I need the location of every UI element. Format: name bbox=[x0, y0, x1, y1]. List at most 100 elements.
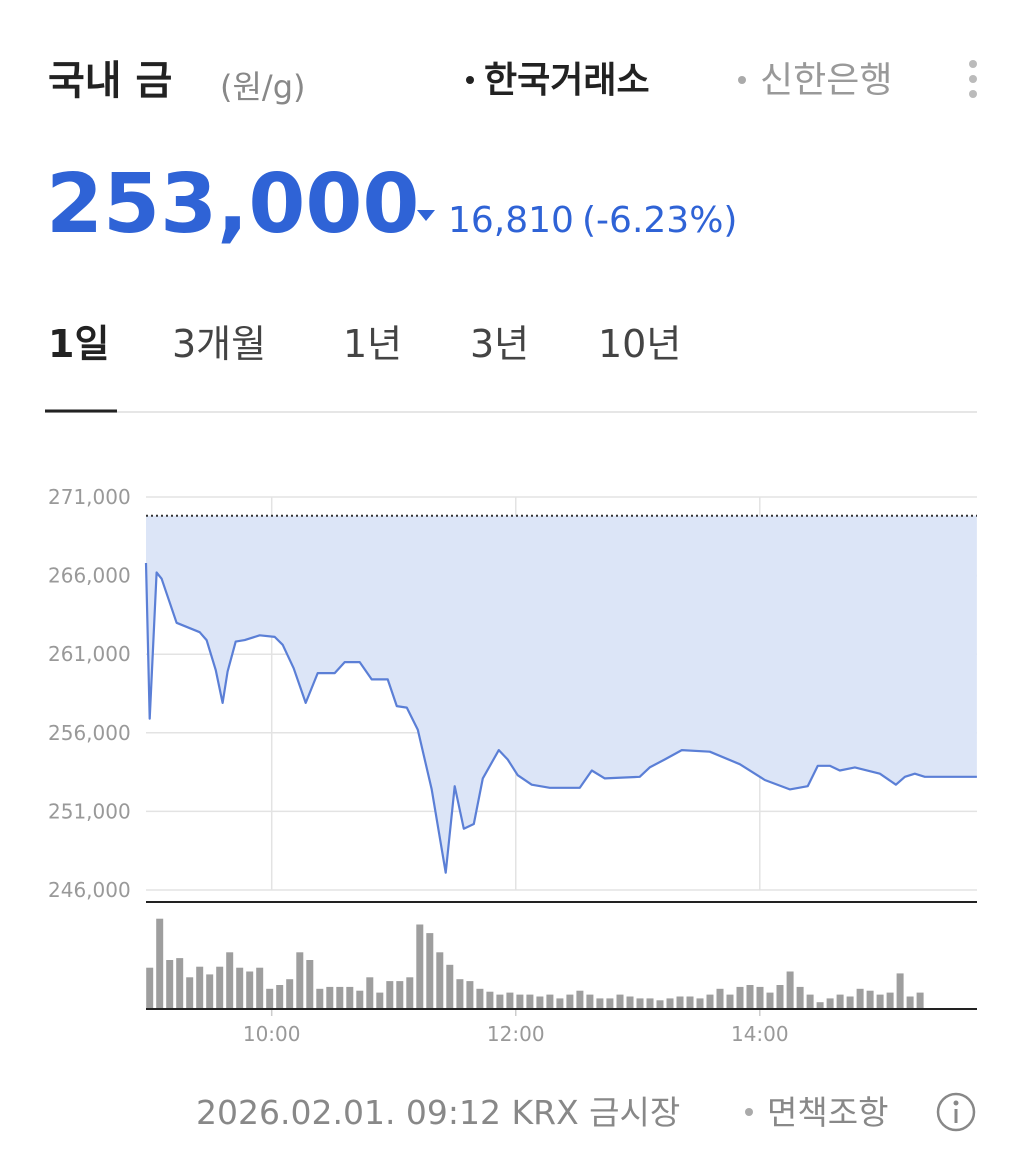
x-tick-label: 12:00 bbox=[487, 1022, 545, 1046]
volume-bar bbox=[726, 994, 734, 1008]
volume-bar bbox=[236, 967, 244, 1008]
volume-bar bbox=[636, 998, 644, 1008]
volume-bar bbox=[436, 952, 444, 1008]
volume-bar bbox=[696, 998, 704, 1008]
volume-bar bbox=[716, 988, 724, 1008]
volume-bar bbox=[226, 952, 234, 1008]
volume-bar bbox=[826, 998, 834, 1008]
price: 253,000 bbox=[46, 157, 419, 252]
volume-bar bbox=[486, 991, 494, 1008]
area-fill bbox=[146, 515, 977, 873]
volume-bar bbox=[766, 992, 774, 1008]
volume-bar bbox=[756, 986, 764, 1008]
volume-bar bbox=[616, 994, 624, 1008]
bullet bbox=[466, 76, 474, 84]
volume-bar bbox=[356, 990, 364, 1008]
volume-bar bbox=[256, 967, 264, 1008]
volume-bar bbox=[406, 977, 414, 1008]
volume-bar bbox=[276, 985, 284, 1008]
volume-bar bbox=[426, 933, 434, 1008]
volume-bar bbox=[626, 996, 634, 1008]
disclaimer-link[interactable]: 면책조항 bbox=[767, 1093, 888, 1132]
y-tick-label: 246,000 bbox=[48, 878, 131, 902]
volume-bar bbox=[496, 994, 504, 1008]
volume-bar bbox=[166, 960, 174, 1008]
volume-bar bbox=[796, 986, 804, 1008]
volume-bar bbox=[186, 977, 194, 1008]
y-tick-label: 266,000 bbox=[48, 564, 131, 588]
title: 국내 금 bbox=[48, 58, 172, 104]
volume-bar bbox=[676, 996, 684, 1008]
volume-bar bbox=[776, 985, 784, 1008]
volume-bar bbox=[606, 998, 614, 1008]
info-icon[interactable] bbox=[936, 1092, 976, 1132]
volume-bar bbox=[336, 986, 344, 1008]
unit: (원/g) bbox=[220, 68, 306, 106]
volume-bar bbox=[396, 981, 404, 1008]
footer-timestamp: 2026.02.01. 09:12 KRX 금시장 bbox=[196, 1093, 680, 1132]
volume-bar bbox=[576, 990, 584, 1008]
volume-bar bbox=[586, 994, 594, 1008]
volume-bar bbox=[596, 998, 604, 1008]
volume-bar bbox=[896, 973, 904, 1008]
volume-bar bbox=[846, 996, 854, 1008]
y-tick-label: 261,000 bbox=[48, 642, 131, 666]
tab[interactable]: 3년 bbox=[470, 322, 529, 366]
volume-bar bbox=[886, 992, 894, 1008]
volume-bar bbox=[786, 971, 794, 1008]
dot bbox=[969, 75, 977, 83]
volume-bar bbox=[506, 992, 514, 1008]
volume-bar bbox=[686, 996, 694, 1008]
volume-bar bbox=[376, 992, 384, 1008]
x-tick-label: 10:00 bbox=[243, 1022, 301, 1046]
volume-bar bbox=[646, 998, 654, 1008]
bullet bbox=[745, 1108, 753, 1116]
tab[interactable]: 3개월 bbox=[172, 322, 266, 366]
volume-bar bbox=[266, 988, 274, 1008]
volume-bar bbox=[546, 994, 554, 1008]
volume-bar bbox=[216, 966, 224, 1008]
source-tab[interactable]: 한국거래소 bbox=[484, 60, 650, 101]
price-line bbox=[144, 562, 977, 874]
volume-bar bbox=[446, 964, 454, 1008]
change-pct: (-6.23%) bbox=[582, 200, 737, 241]
volume-bar bbox=[816, 1002, 824, 1008]
volume-bar bbox=[836, 994, 844, 1008]
dot bbox=[969, 60, 977, 68]
volume-bar bbox=[856, 988, 864, 1008]
volume-bar bbox=[196, 966, 204, 1008]
volume-bar bbox=[316, 988, 324, 1008]
volume-bar bbox=[866, 990, 874, 1008]
down-arrow bbox=[417, 210, 435, 221]
volume-bar bbox=[746, 985, 754, 1008]
volume-bar bbox=[156, 918, 164, 1008]
tab[interactable]: 1년 bbox=[343, 322, 402, 366]
volume-bar bbox=[906, 996, 914, 1008]
y-tick-label: 271,000 bbox=[48, 485, 131, 509]
volume-bar bbox=[416, 924, 424, 1008]
volume-bar bbox=[176, 958, 184, 1008]
change: 16,810 bbox=[448, 200, 574, 241]
volume-bar bbox=[656, 1000, 664, 1008]
volume-bar bbox=[286, 979, 294, 1008]
volume-bar bbox=[326, 986, 334, 1008]
volume-bar bbox=[706, 994, 714, 1008]
x-tick-label: 14:00 bbox=[731, 1022, 789, 1046]
volume-bar bbox=[206, 974, 214, 1008]
y-tick-label: 251,000 bbox=[48, 799, 131, 823]
y-tick-label: 256,000 bbox=[48, 721, 131, 745]
volume-bar bbox=[516, 994, 524, 1008]
info-dot bbox=[953, 1100, 959, 1106]
source-tab[interactable]: 신한은행 bbox=[760, 60, 892, 101]
tab[interactable]: 1일 bbox=[48, 322, 109, 366]
volume-bar bbox=[566, 994, 574, 1008]
tab[interactable]: 10년 bbox=[598, 322, 681, 366]
bullet bbox=[738, 76, 746, 84]
chart-area: 246,000 251,000 256,000 261,000 266,000 271,0… bbox=[48, 485, 977, 1046]
dot bbox=[969, 90, 977, 98]
volume-bar bbox=[556, 998, 564, 1008]
menu-button[interactable] bbox=[969, 60, 977, 98]
volume-bar bbox=[296, 952, 304, 1008]
